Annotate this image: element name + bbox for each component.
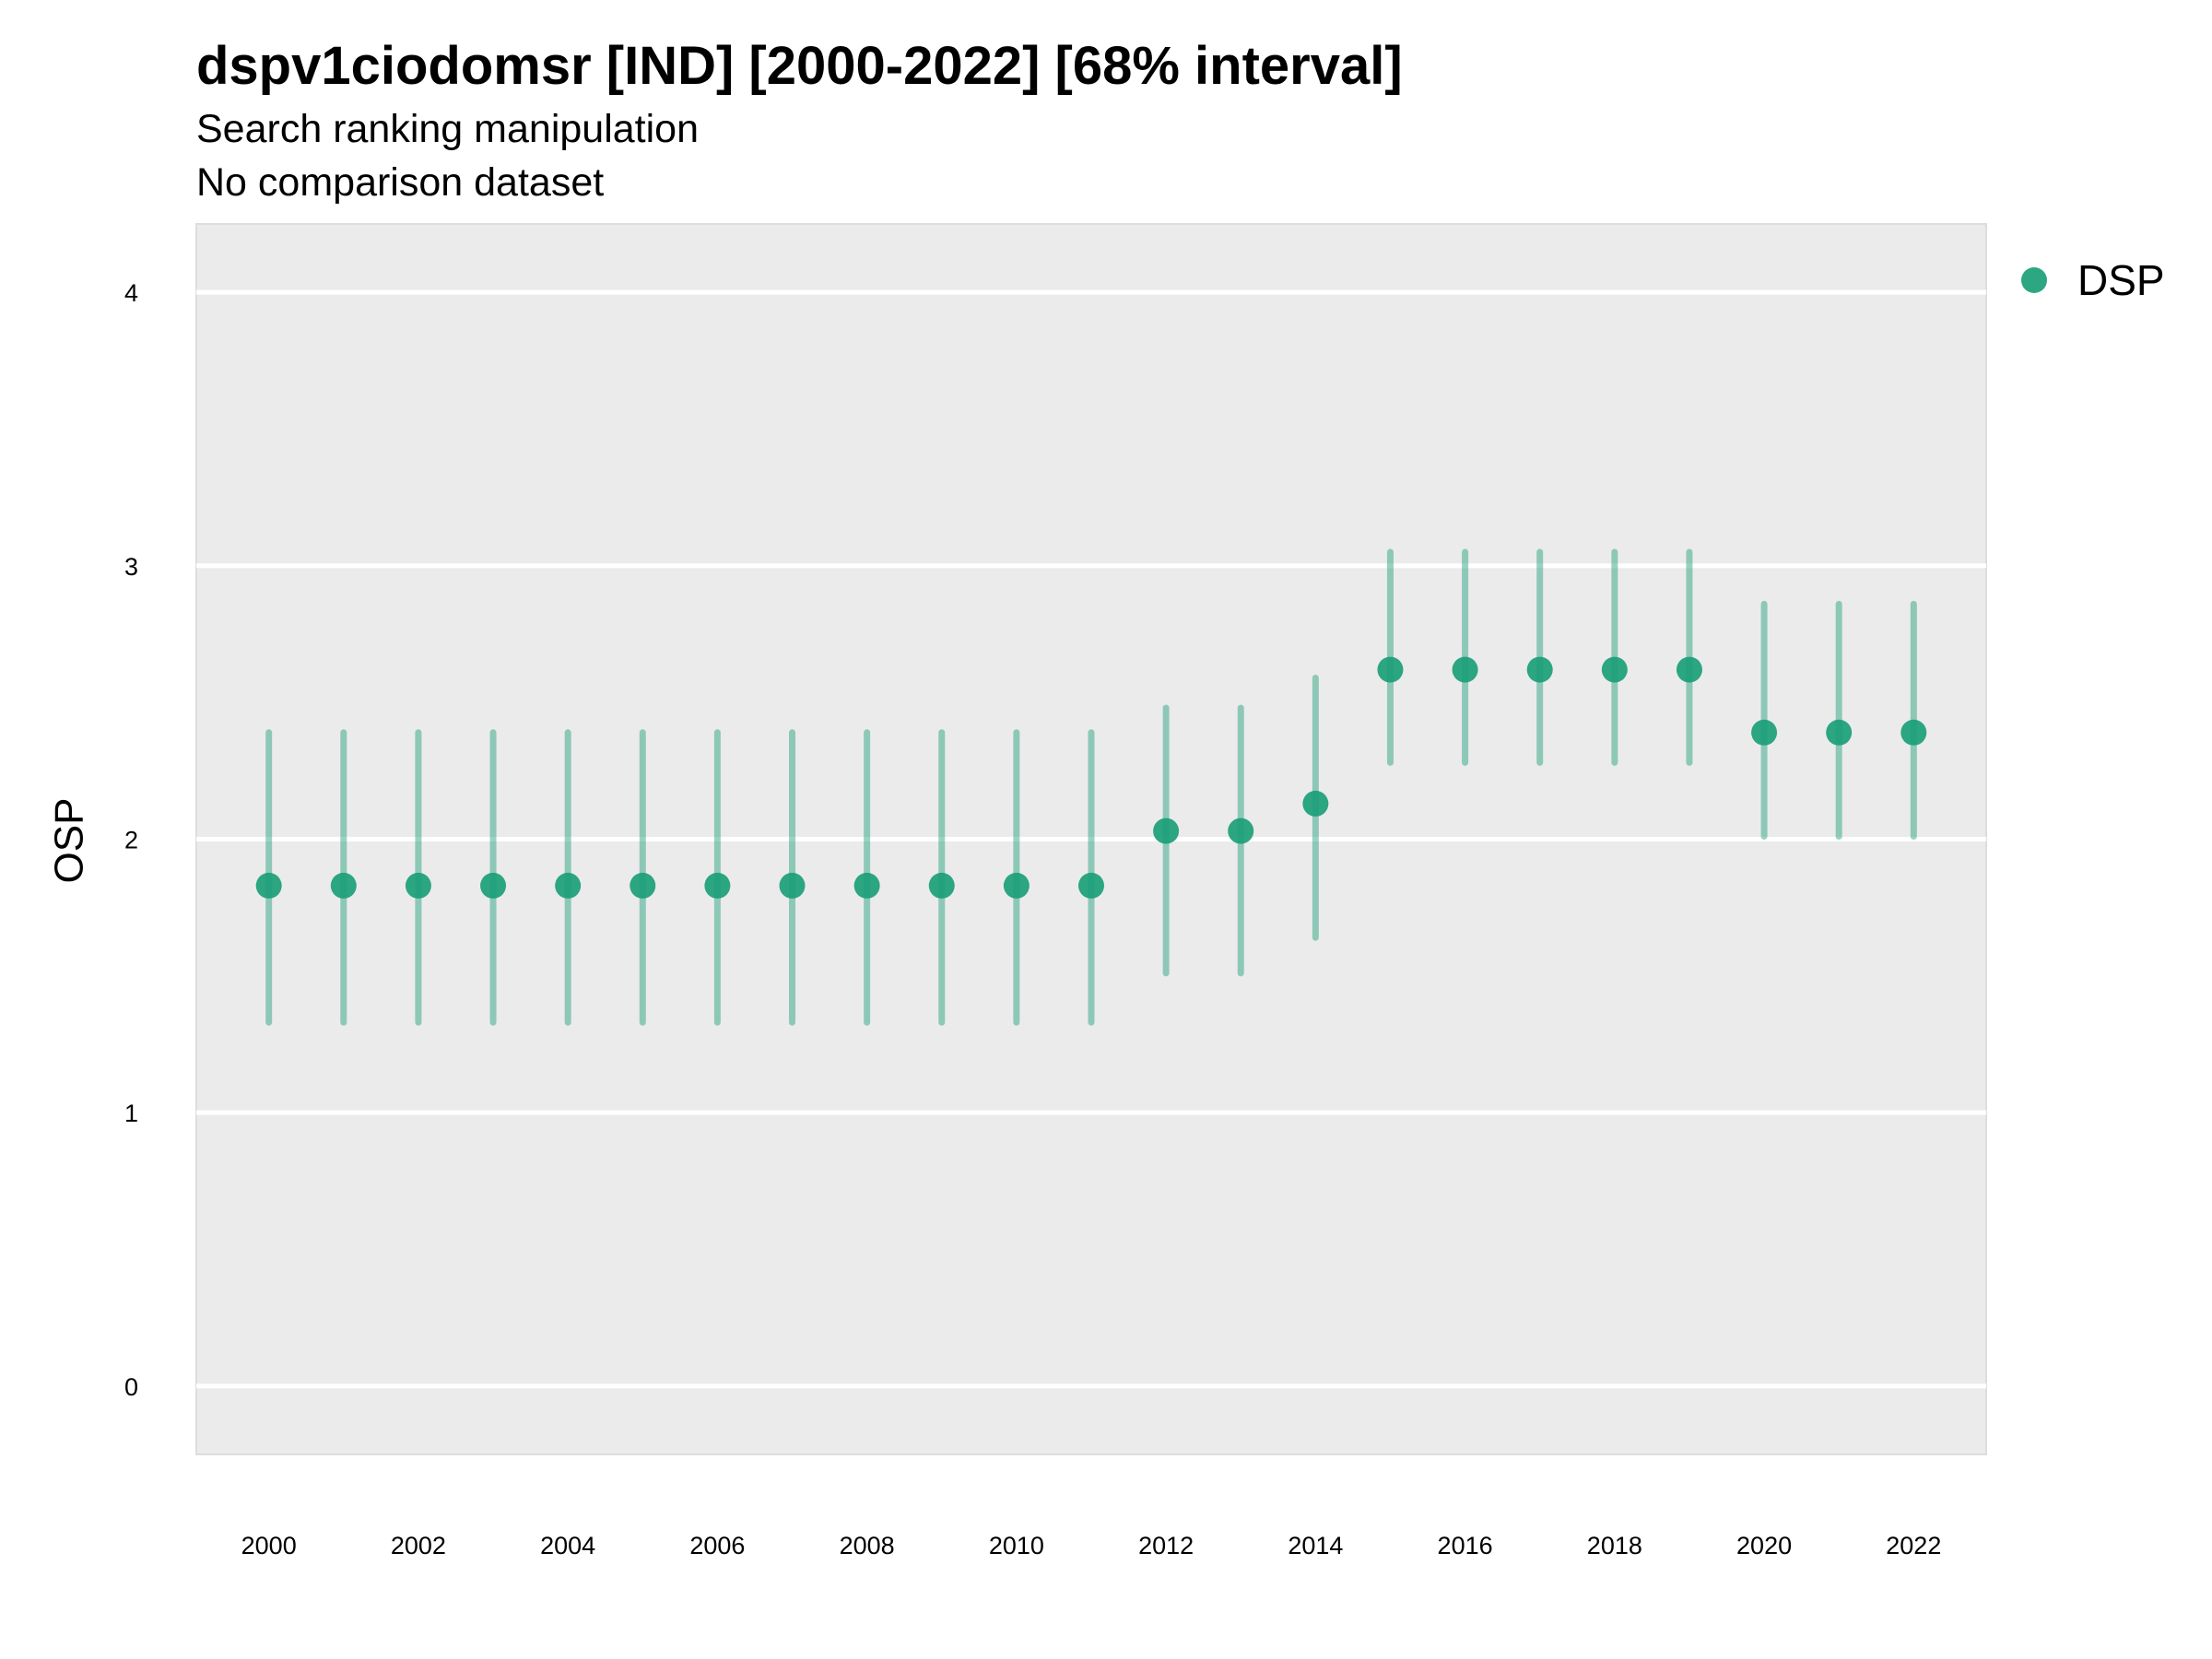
legend: DSP xyxy=(2021,256,2165,304)
y-axis-title: OSP xyxy=(47,798,92,884)
data-point-2002 xyxy=(405,872,431,899)
data-point-2012 xyxy=(1153,818,1180,844)
x-tick-label: 2016 xyxy=(1438,1532,1493,1559)
x-axis-ticks: 2000 2002 2004 2006 2008 2010 2012 2014 2016 2018… xyxy=(241,1532,1942,1559)
data-point-2017 xyxy=(1526,656,1553,683)
data-point-2018 xyxy=(1601,656,1628,683)
x-tick-label: 2014 xyxy=(1288,1532,1343,1559)
data-point-2016 xyxy=(1452,656,1478,683)
x-tick-label: 2006 xyxy=(689,1532,745,1559)
x-tick-label: 2000 xyxy=(241,1532,297,1559)
x-tick-label: 2008 xyxy=(840,1532,895,1559)
data-point-2010 xyxy=(1003,872,1030,899)
data-point-2019 xyxy=(1676,656,1702,683)
y-tick-label: 2 xyxy=(124,827,138,854)
data-point-2006 xyxy=(704,872,731,899)
x-tick-label: 2012 xyxy=(1138,1532,1194,1559)
x-tick-label: 2010 xyxy=(989,1532,1044,1559)
data-point-2014 xyxy=(1302,790,1329,817)
data-point-2020 xyxy=(1751,719,1778,746)
chart-subtitle-2: No comparison dataset xyxy=(196,160,605,205)
legend-label-dsp: DSP xyxy=(2077,256,2165,304)
y-tick-label: 4 xyxy=(124,279,138,307)
data-point-2021 xyxy=(1826,719,1853,746)
y-axis-ticks: 0 1 2 3 4 xyxy=(124,279,138,1401)
data-point-2022 xyxy=(1900,719,1927,746)
data-point-2009 xyxy=(928,872,955,899)
chart-subtitle-1: Search ranking manipulation xyxy=(196,107,699,151)
data-point-2013 xyxy=(1228,818,1254,844)
x-tick-label: 2002 xyxy=(391,1532,446,1559)
data-point-2001 xyxy=(330,872,357,899)
data-point-2008 xyxy=(853,872,880,899)
y-tick-label: 1 xyxy=(124,1100,138,1127)
data-point-2007 xyxy=(779,872,806,899)
data-point-2000 xyxy=(255,872,282,899)
data-point-2004 xyxy=(555,872,582,899)
x-tick-label: 2022 xyxy=(1886,1532,1941,1559)
gridlines xyxy=(196,289,1986,1389)
data-point-2011 xyxy=(1078,872,1104,899)
y-tick-label: 3 xyxy=(124,553,138,581)
data-point-2015 xyxy=(1377,656,1404,683)
legend-marker-dsp xyxy=(2021,267,2047,293)
data-points xyxy=(255,656,1927,899)
x-tick-label: 2004 xyxy=(540,1532,595,1559)
x-tick-label: 2020 xyxy=(1736,1532,1792,1559)
x-tick-label: 2018 xyxy=(1587,1532,1642,1559)
data-point-2005 xyxy=(629,872,656,899)
y-tick-label: 0 xyxy=(124,1373,138,1401)
chart-title: dspv1ciodomsr [IND] [2000-2022] [68% int… xyxy=(196,36,1403,96)
data-point-2003 xyxy=(480,872,507,899)
